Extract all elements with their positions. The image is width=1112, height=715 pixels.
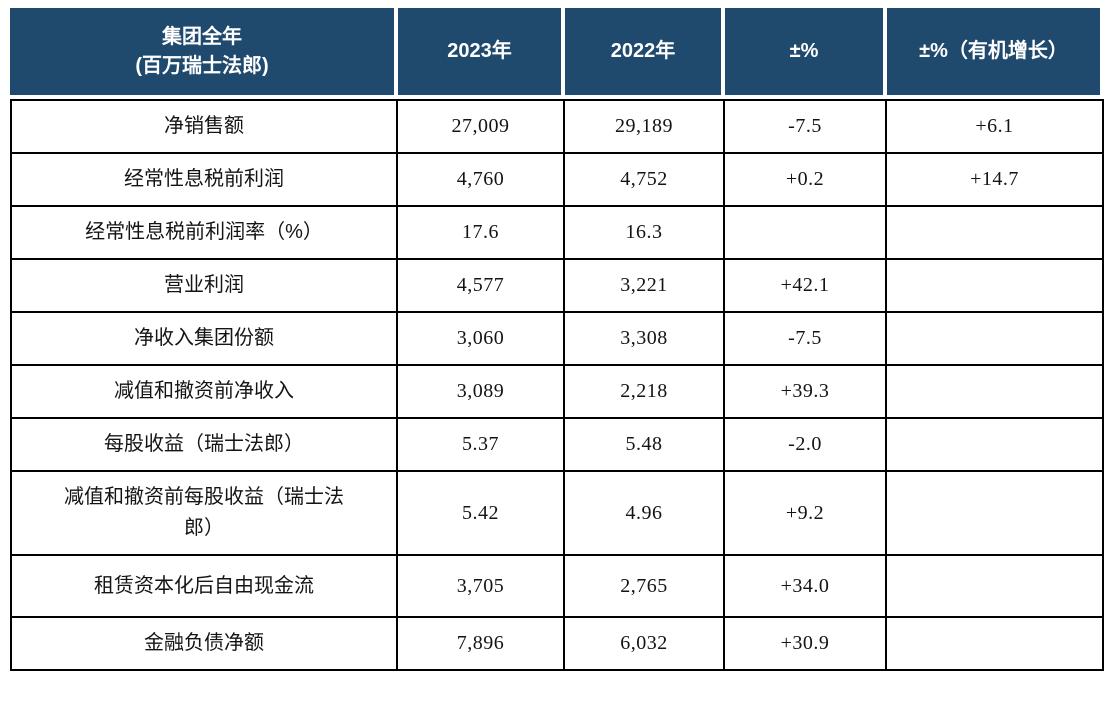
table-row-eps: 每股收益（瑞士法郎） 5.37 5.48 -2.0 <box>10 417 1104 472</box>
value-pct-change: +39.3 <box>723 364 887 419</box>
value-pct-change: -2.0 <box>723 417 887 472</box>
value-pct-change: -7.5 <box>723 311 887 366</box>
value-2023: 17.6 <box>396 205 565 260</box>
row-label: 净收入集团份额 <box>10 311 398 366</box>
header-cell-metric: 集团全年 (百万瑞士法郎) <box>10 8 394 95</box>
value-organic-growth <box>885 616 1104 671</box>
table-header-row: 集团全年 (百万瑞士法郎) 2023年 2022年 ±% ±%（有机增长） <box>10 8 1102 95</box>
row-label: 营业利润 <box>10 258 398 313</box>
table-row-net-income-group-share: 净收入集团份额 3,060 3,308 -7.5 <box>10 311 1104 366</box>
value-pct-change <box>723 205 887 260</box>
value-pct-change: +42.1 <box>723 258 887 313</box>
value-2023: 3,705 <box>396 554 565 618</box>
value-pct-change: +9.2 <box>723 470 887 556</box>
value-pct-change: -7.5 <box>723 99 887 154</box>
value-organic-growth <box>885 364 1104 419</box>
value-pct-change: +0.2 <box>723 152 887 207</box>
row-label: 金融负债净额 <box>10 616 398 671</box>
row-label: 减值和撤资前每股收益（瑞士法 郎） <box>10 470 398 556</box>
row-label: 减值和撤资前净收入 <box>10 364 398 419</box>
value-2022: 3,308 <box>563 311 725 366</box>
value-2023: 5.37 <box>396 417 565 472</box>
value-2022: 16.3 <box>563 205 725 260</box>
header-cell-pct-change: ±% <box>725 8 883 95</box>
value-2023: 4,577 <box>396 258 565 313</box>
value-2023: 7,896 <box>396 616 565 671</box>
header-cell-organic-growth: ±%（有机增长） <box>887 8 1100 95</box>
table-row-underlying-ebit: 经常性息税前利润 4,760 4,752 +0.2 +14.7 <box>10 152 1104 207</box>
value-2022: 2,765 <box>563 554 725 618</box>
value-2023: 27,009 <box>396 99 565 154</box>
header-metric-line1: 集团全年 <box>162 25 242 48</box>
value-organic-growth <box>885 554 1104 618</box>
value-2022: 4,752 <box>563 152 725 207</box>
table-row-net-sales: 净销售额 27,009 29,189 -7.5 +6.1 <box>10 99 1104 154</box>
value-organic-growth: +14.7 <box>885 152 1104 207</box>
row-label: 租赁资本化后自由现金流 <box>10 554 398 618</box>
value-pct-change: +34.0 <box>723 554 887 618</box>
financial-table: 净销售额 27,009 29,189 -7.5 +6.1 经常性息税前利润 4,… <box>10 99 1104 671</box>
value-organic-growth <box>885 258 1104 313</box>
value-pct-change: +30.9 <box>723 616 887 671</box>
value-2022: 29,189 <box>563 99 725 154</box>
row-label: 每股收益（瑞士法郎） <box>10 417 398 472</box>
value-organic-growth <box>885 205 1104 260</box>
row-label: 净销售额 <box>10 99 398 154</box>
value-2023: 4,760 <box>396 152 565 207</box>
value-2022: 4.96 <box>563 470 725 556</box>
table-row-net-income-before-impairment: 减值和撤资前净收入 3,089 2,218 +39.3 <box>10 364 1104 419</box>
value-organic-growth <box>885 470 1104 556</box>
value-2022: 6,032 <box>563 616 725 671</box>
value-2022: 5.48 <box>563 417 725 472</box>
financial-summary-page: 集团全年 (百万瑞士法郎) 2023年 2022年 ±% ±%（有机增长） 净销… <box>10 8 1104 671</box>
value-2022: 3,221 <box>563 258 725 313</box>
table-row-net-financial-debt: 金融负债净额 7,896 6,032 +30.9 <box>10 616 1104 671</box>
value-organic-growth <box>885 417 1104 472</box>
row-label: 经常性息税前利润 <box>10 152 398 207</box>
row-label: 经常性息税前利润率（%） <box>10 205 398 260</box>
header-cell-2022: 2022年 <box>565 8 721 95</box>
table-row-free-cash-flow: 租赁资本化后自由现金流 3,705 2,765 +34.0 <box>10 554 1104 618</box>
value-2023: 5.42 <box>396 470 565 556</box>
table-row-ebit-margin: 经常性息税前利润率（%） 17.6 16.3 <box>10 205 1104 260</box>
value-2022: 2,218 <box>563 364 725 419</box>
value-organic-growth <box>885 311 1104 366</box>
header-metric-line2: (百万瑞士法郎) <box>135 54 269 77</box>
value-organic-growth: +6.1 <box>885 99 1104 154</box>
table-row-eps-before-impairment: 减值和撤资前每股收益（瑞士法 郎） 5.42 4.96 +9.2 <box>10 470 1104 556</box>
value-2023: 3,089 <box>396 364 565 419</box>
value-2023: 3,060 <box>396 311 565 366</box>
table-row-operating-profit: 营业利润 4,577 3,221 +42.1 <box>10 258 1104 313</box>
header-cell-2023: 2023年 <box>398 8 561 95</box>
